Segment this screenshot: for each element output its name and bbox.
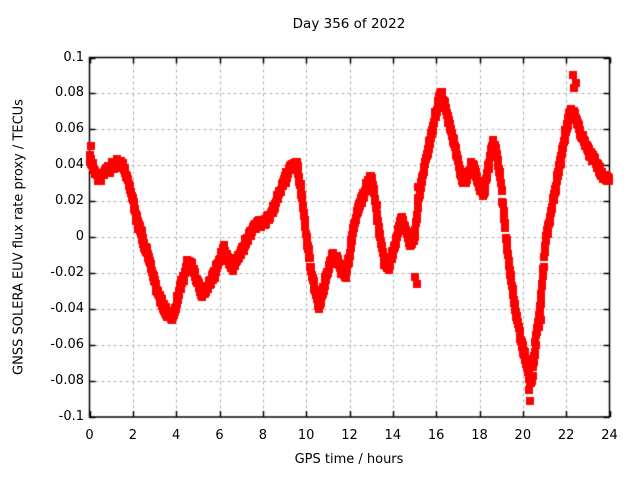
y-tick-label: 0 bbox=[75, 229, 84, 245]
x-tick-label: 16 bbox=[427, 428, 445, 443]
y-tick-label: -0.04 bbox=[50, 301, 84, 317]
x-tick-label: 2 bbox=[128, 428, 137, 443]
y-tick-label: 0.08 bbox=[55, 85, 84, 101]
x-axis-label: GPS time / hours bbox=[294, 452, 404, 467]
x-tick-label: 8 bbox=[258, 428, 267, 443]
y-tick-label: -0.08 bbox=[50, 373, 84, 389]
x-tick-label: 18 bbox=[471, 428, 488, 443]
y-tick-label: 0.04 bbox=[55, 157, 84, 173]
y-tick-label: 0.06 bbox=[55, 121, 84, 137]
x-tick-label: 22 bbox=[557, 428, 575, 443]
x-tick-label: 20 bbox=[514, 428, 532, 443]
x-tick-label: 12 bbox=[341, 428, 358, 443]
y-tick-label: -0.02 bbox=[50, 265, 84, 281]
chart-title: Day 356 of 2022 bbox=[292, 16, 406, 32]
x-tick-label: 4 bbox=[172, 428, 181, 443]
y-tick-label: -0.06 bbox=[50, 337, 84, 353]
x-tick-label: 10 bbox=[297, 428, 315, 443]
x-tick-label: 24 bbox=[601, 428, 618, 443]
x-tick-label: 6 bbox=[215, 428, 224, 443]
x-tick-label: 0 bbox=[85, 428, 94, 443]
y-tick-label: 0.02 bbox=[55, 193, 84, 209]
y-tick-label: 0.1 bbox=[63, 49, 84, 65]
y-tick-label: -0.1 bbox=[58, 409, 84, 424]
x-tick-label: 14 bbox=[384, 428, 402, 443]
